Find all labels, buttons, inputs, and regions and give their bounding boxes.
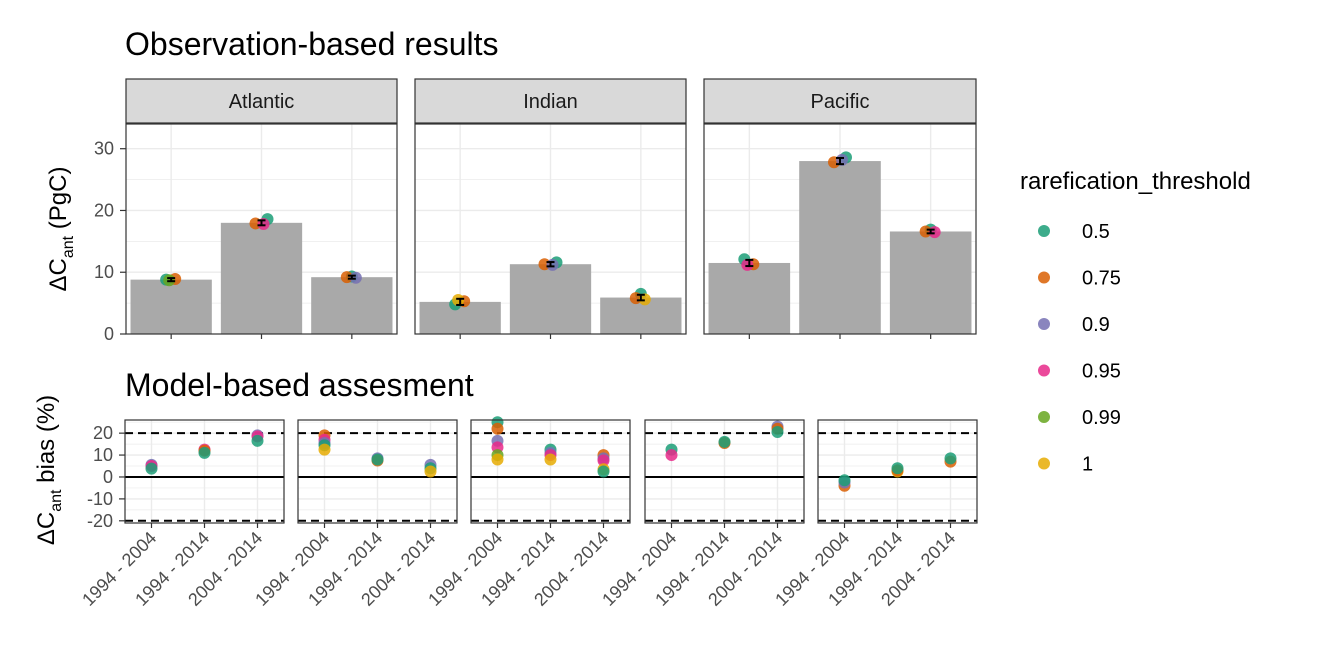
data-point [318, 443, 331, 456]
y-tick-label: -20 [87, 511, 113, 531]
legend-label: 0.95 [1082, 361, 1121, 383]
y-title-suffix: (PgC) [45, 167, 72, 236]
top-panel-indian: Indian [414, 78, 687, 339]
panel-strip-label: Atlantic [229, 91, 295, 113]
legend-label: 0.75 [1082, 268, 1121, 290]
y-tick-label: 20 [94, 200, 114, 220]
y-title-sub: ant [48, 489, 65, 512]
data-point [597, 465, 610, 478]
y-title-main: ΔC [45, 258, 72, 291]
legend-item: 0.5 [1038, 221, 1110, 243]
bottom-y-axis-title: ΔCant bias (%) [33, 395, 65, 545]
legend-key [1038, 271, 1050, 284]
top-panel-pacific: Pacific [703, 78, 977, 339]
y-tick-label: 30 [94, 139, 114, 159]
data-point [371, 453, 384, 466]
data-point [944, 452, 957, 465]
legend-key [1038, 364, 1050, 377]
legend-label: 1 [1082, 454, 1093, 476]
top-panel-atlantic: Atlantic [125, 78, 398, 339]
data-point [251, 434, 264, 447]
data-point [665, 449, 678, 462]
bottom-chart-title: Model-based assesment [125, 367, 474, 403]
panel-strip-label: Indian [523, 91, 578, 113]
bar [220, 222, 303, 334]
data-point [546, 258, 559, 271]
data-point [891, 462, 904, 475]
y-title-suffix: bias (%) [33, 395, 60, 490]
bar [799, 161, 881, 334]
legend-item: 0.75 [1038, 268, 1121, 290]
data-point [491, 422, 504, 435]
legend-label: 0.99 [1082, 407, 1121, 429]
panel-strip-label: Pacific [811, 91, 870, 113]
legend: rarefication_threshold 0.5 0.75 0.9 0.95 0.99… [1020, 168, 1251, 476]
data-point [919, 225, 932, 238]
y-tick-label: -10 [87, 489, 113, 509]
panel-strip [414, 78, 687, 124]
y-title-sub: ant [60, 235, 77, 258]
bar [509, 264, 592, 334]
data-point [424, 465, 437, 478]
data-point [838, 474, 851, 487]
bar [889, 231, 972, 334]
y-tick-label: 0 [103, 467, 113, 487]
bar [130, 279, 212, 334]
data-point [340, 271, 353, 284]
top-y-axis-title: ΔCant (PgC) [45, 167, 77, 292]
legend-key [1038, 411, 1050, 423]
legend-label: 0.5 [1082, 221, 1110, 243]
data-point [718, 435, 731, 448]
data-point [491, 453, 504, 466]
legend-item: 0.9 [1038, 314, 1110, 336]
panel-strip [703, 78, 977, 124]
y-tick-label: 0 [104, 324, 114, 344]
legend-key [1038, 318, 1050, 330]
y-tick-label: 10 [93, 445, 113, 465]
legend-label: 0.9 [1082, 314, 1110, 336]
y-tick-label: 20 [93, 423, 113, 443]
legend-key [1038, 457, 1050, 470]
legend-item: 0.95 [1038, 361, 1121, 383]
data-point [198, 446, 211, 459]
legend-key [1038, 225, 1050, 237]
bar [708, 262, 791, 334]
bar [311, 277, 393, 334]
data-point [544, 453, 557, 466]
y-title-main: ΔC [33, 512, 60, 545]
panel-strip [125, 78, 398, 124]
legend-item: 0.99 [1038, 407, 1121, 429]
data-point [771, 426, 784, 439]
legend-title: rarefication_threshold [1020, 168, 1251, 195]
y-tick-label: 10 [94, 262, 114, 282]
legend-item: 1 [1038, 454, 1093, 476]
data-point [145, 462, 158, 475]
top-chart-title: Observation-based results [125, 26, 499, 62]
data-point [597, 454, 610, 467]
